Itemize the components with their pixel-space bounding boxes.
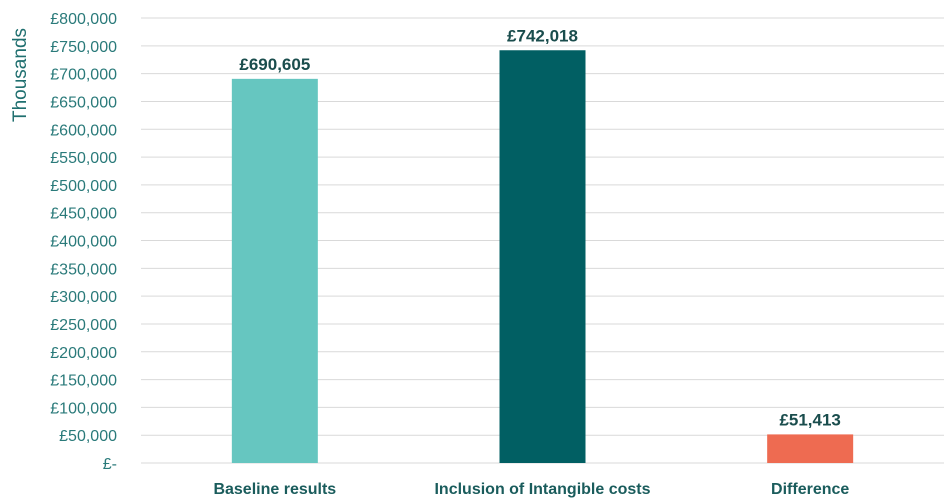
y-tick-label: £400,000	[50, 234, 117, 251]
y-tick-label: £550,000	[50, 150, 117, 167]
bar	[767, 434, 854, 463]
y-tick-label: £300,000	[50, 289, 117, 306]
y-tick-label: £500,000	[50, 178, 117, 195]
y-tick-label: £600,000	[50, 122, 117, 139]
bars	[231, 50, 854, 464]
data-label: £690,605	[239, 55, 310, 74]
y-tick-label: £650,000	[50, 94, 117, 111]
y-tick-label: £150,000	[50, 373, 117, 390]
y-tick-label: £200,000	[50, 345, 117, 362]
category-label: Baseline results	[213, 481, 336, 498]
category-label: Inclusion of Intangible costs	[434, 481, 650, 498]
y-axis-title: Thousands	[10, 28, 31, 122]
y-tick-label: £100,000	[50, 400, 117, 417]
y-axis-tick-labels: £- £50,000 £100,000 £150,000 £200,000 £250,00…	[50, 11, 117, 473]
category-labels: Baseline results Inclusion of Intangible …	[213, 481, 849, 498]
y-tick-label: £450,000	[50, 206, 117, 223]
y-tick-label: £-	[103, 456, 117, 473]
y-tick-label: £700,000	[50, 67, 117, 84]
y-tick-label: £350,000	[50, 261, 117, 278]
data-labels: £690,605 £742,018 £51,413	[239, 26, 841, 429]
data-label: £51,413	[779, 410, 840, 429]
y-tick-label: £800,000	[50, 11, 117, 28]
data-label: £742,018	[507, 26, 578, 45]
y-tick-label: £250,000	[50, 317, 117, 334]
y-tick-label: £50,000	[59, 428, 117, 445]
bar	[499, 50, 586, 463]
category-label: Difference	[771, 481, 849, 498]
bar	[231, 78, 318, 464]
y-tick-label: £750,000	[50, 39, 117, 56]
